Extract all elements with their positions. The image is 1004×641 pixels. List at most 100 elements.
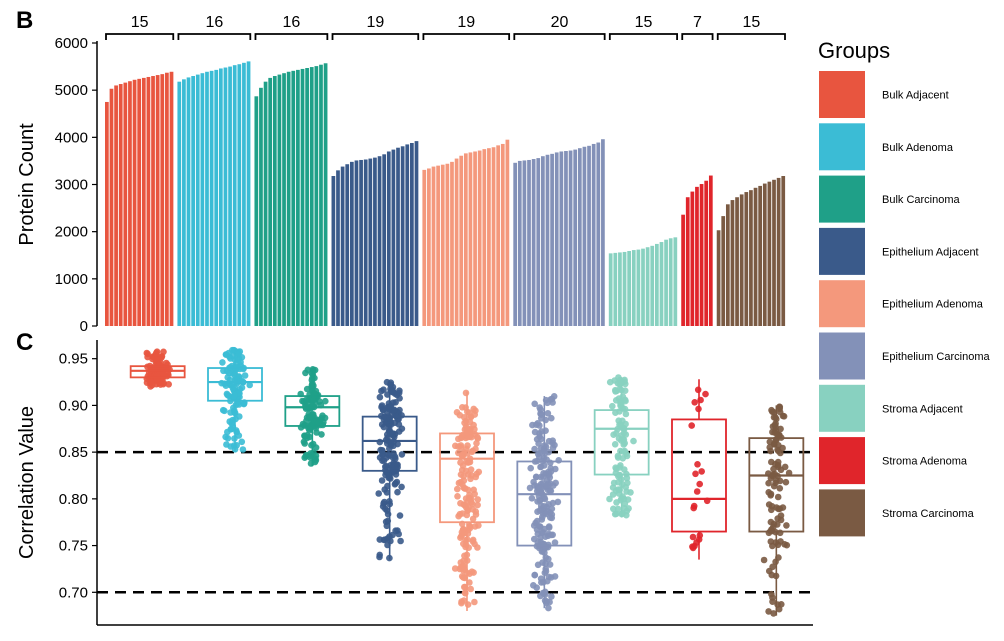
data-point [690,502,698,510]
legend-swatch [819,71,865,118]
bar [645,247,650,326]
data-point [620,441,627,448]
data-point [464,601,472,608]
data-point [622,431,630,438]
data-point [466,418,474,426]
bar [573,149,578,326]
data-point [545,604,552,612]
data-point [453,409,461,416]
bar [146,76,151,327]
data-point [540,470,547,477]
legend-label: Bulk Adjacent [882,90,949,102]
data-point [531,445,538,453]
data-point [691,399,698,406]
legend-label: Bulk Carcinoma [882,194,961,206]
bar-y-tick-label: 2000 [55,224,88,241]
data-point [471,523,479,530]
data-point [322,397,329,405]
data-point [474,496,482,503]
bar [627,251,632,326]
bar [345,164,350,326]
data-point [459,404,466,411]
legend-swatch [819,227,865,275]
group-bracket [716,33,786,40]
data-point [538,529,546,537]
data-point [224,391,231,399]
data-point [535,440,542,447]
data-point [772,539,780,546]
bar [500,143,505,326]
data-point [229,385,237,393]
data-point [398,451,406,458]
legend-swatch [819,123,865,171]
data-point [612,397,620,404]
box-y-axis-label: Correlation Value [16,406,38,559]
data-point [554,498,562,506]
data-point [692,470,699,478]
data-point [610,505,617,513]
bar [200,73,205,326]
data-point [316,398,323,405]
box [361,415,418,472]
data-point [545,437,553,445]
data-point [527,464,534,472]
data-point [396,512,404,519]
data-point [471,411,479,418]
bar-chart: 0 1000 2000 3000 4000 5000 6000 Protein Count 15… [16,14,786,335]
data-point [467,585,475,593]
bar [716,230,721,326]
data-point [534,561,542,569]
data-point [768,590,775,598]
data-point [613,499,620,506]
data-point [542,565,549,573]
legend-label: Bulk Adenoma [882,142,954,154]
bar [422,169,427,326]
data-point [698,468,705,475]
bar [708,175,713,326]
bar [137,78,142,326]
data-point [381,498,388,506]
bar [487,148,491,326]
data-point [775,505,782,513]
data-point [457,533,465,540]
bar [527,159,531,326]
data-point [392,480,399,487]
data-point [547,514,554,521]
box-y-tick-label: 0.95 [59,351,88,368]
bar [664,239,668,326]
bar [254,96,259,326]
data-point [466,409,473,417]
bar [781,176,786,326]
bar [277,74,282,326]
data-point [384,510,392,518]
group-count-label: 19 [367,14,385,31]
data-point [773,477,780,484]
bar [286,71,291,327]
bar [410,142,414,326]
data-point [241,372,249,379]
data-point [462,590,469,597]
legend-label: Stroma Adjacent [882,403,963,415]
data-point [606,495,613,503]
bar [601,139,605,326]
data-point [309,440,317,448]
data-point [312,452,320,460]
data-point [694,461,701,468]
bar [436,165,440,326]
bar [191,76,195,327]
bar [305,68,309,326]
bar [405,144,410,326]
data-point [461,552,468,560]
data-point [376,553,383,561]
data-point [694,386,702,394]
bar [758,185,763,326]
data-point [611,441,619,448]
data-point [616,381,624,388]
bar [259,87,263,326]
data-point [536,497,544,504]
data-point [379,406,387,414]
bar [445,163,450,326]
data-point [454,493,461,500]
bar [205,71,209,327]
data-point [320,419,327,426]
